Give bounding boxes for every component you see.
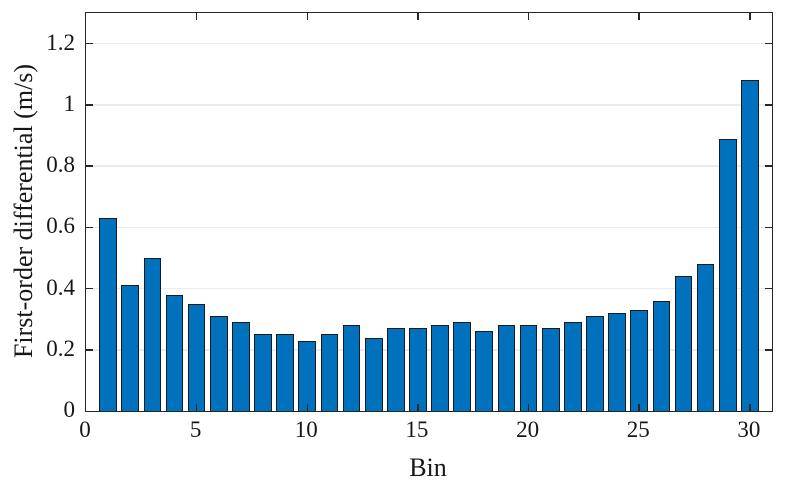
bar bbox=[342, 325, 361, 411]
x-tick-mark bbox=[527, 404, 530, 411]
bar bbox=[209, 316, 228, 411]
x-tick-label: 0 bbox=[79, 417, 91, 442]
x-tick-mark bbox=[638, 13, 640, 20]
y-gridline bbox=[86, 104, 772, 106]
y-tick-label: 1 bbox=[63, 90, 76, 116]
bar bbox=[121, 285, 140, 411]
x-tick-mark bbox=[638, 404, 640, 411]
bar bbox=[187, 303, 206, 411]
bar bbox=[475, 331, 494, 411]
x-tick-mark bbox=[417, 404, 419, 411]
x-tick-label: 25 bbox=[626, 417, 650, 442]
x-tick-label: 5 bbox=[189, 417, 202, 442]
y-tick-label: 0.4 bbox=[46, 274, 75, 300]
x-tick-mark bbox=[306, 13, 309, 20]
bar bbox=[453, 322, 472, 411]
y-tick-mark bbox=[765, 287, 772, 290]
x-tick-label: 15 bbox=[405, 417, 429, 442]
y-gridline bbox=[86, 287, 772, 290]
bar bbox=[431, 325, 449, 411]
y-tick-mark bbox=[765, 165, 772, 167]
y-tick-mark bbox=[765, 42, 772, 45]
x-tick-mark bbox=[527, 13, 530, 20]
x-axis-label: Bin bbox=[409, 453, 447, 482]
y-tick-mark bbox=[86, 104, 93, 106]
bar bbox=[409, 328, 427, 411]
x-tick-mark bbox=[749, 404, 751, 411]
bar bbox=[298, 340, 317, 411]
bar bbox=[497, 325, 516, 411]
x-tick-label: 10 bbox=[294, 417, 318, 442]
x-tick-mark bbox=[306, 404, 309, 411]
y-tick-mark bbox=[765, 104, 772, 106]
x-tick-mark bbox=[749, 13, 751, 20]
bar bbox=[674, 276, 693, 411]
y-tick-mark bbox=[86, 349, 93, 351]
bar bbox=[364, 337, 383, 411]
plot-area bbox=[85, 12, 773, 412]
y-gridline bbox=[86, 226, 772, 229]
bar bbox=[718, 138, 737, 411]
y-tick-mark bbox=[86, 165, 93, 167]
y-tick-label: 0.8 bbox=[46, 152, 75, 178]
bar bbox=[519, 325, 538, 411]
x-tick-mark bbox=[195, 404, 198, 411]
bar bbox=[99, 218, 117, 411]
y-tick-mark bbox=[86, 287, 93, 290]
y-tick-label: 0.6 bbox=[46, 213, 75, 239]
bar bbox=[143, 257, 162, 411]
bar bbox=[608, 313, 626, 411]
y-tick-label: 0 bbox=[63, 397, 76, 422]
bar bbox=[741, 80, 759, 411]
y-gridline bbox=[86, 42, 772, 45]
bar bbox=[276, 334, 294, 411]
bar bbox=[652, 300, 671, 411]
x-tick-label: 30 bbox=[737, 417, 761, 442]
y-gridline bbox=[86, 165, 772, 167]
y-tick-mark bbox=[86, 42, 93, 45]
bar bbox=[165, 294, 184, 411]
bar bbox=[630, 309, 649, 411]
bar bbox=[563, 322, 582, 411]
x-tick-mark bbox=[417, 13, 419, 20]
bar bbox=[386, 328, 405, 411]
bar bbox=[232, 322, 250, 411]
y-gridline bbox=[86, 349, 772, 351]
y-tick-label: 1.2 bbox=[46, 29, 75, 55]
y-tick-mark bbox=[765, 226, 772, 229]
bar bbox=[254, 334, 272, 411]
y-tick-label: 0.2 bbox=[46, 335, 75, 361]
bar bbox=[586, 316, 604, 411]
bar bbox=[696, 264, 715, 411]
bar bbox=[541, 328, 560, 411]
x-tick-mark bbox=[195, 13, 198, 20]
y-tick-mark bbox=[765, 349, 772, 351]
bar bbox=[320, 334, 339, 411]
y-tick-mark bbox=[86, 226, 93, 229]
x-tick-label: 20 bbox=[516, 417, 540, 442]
